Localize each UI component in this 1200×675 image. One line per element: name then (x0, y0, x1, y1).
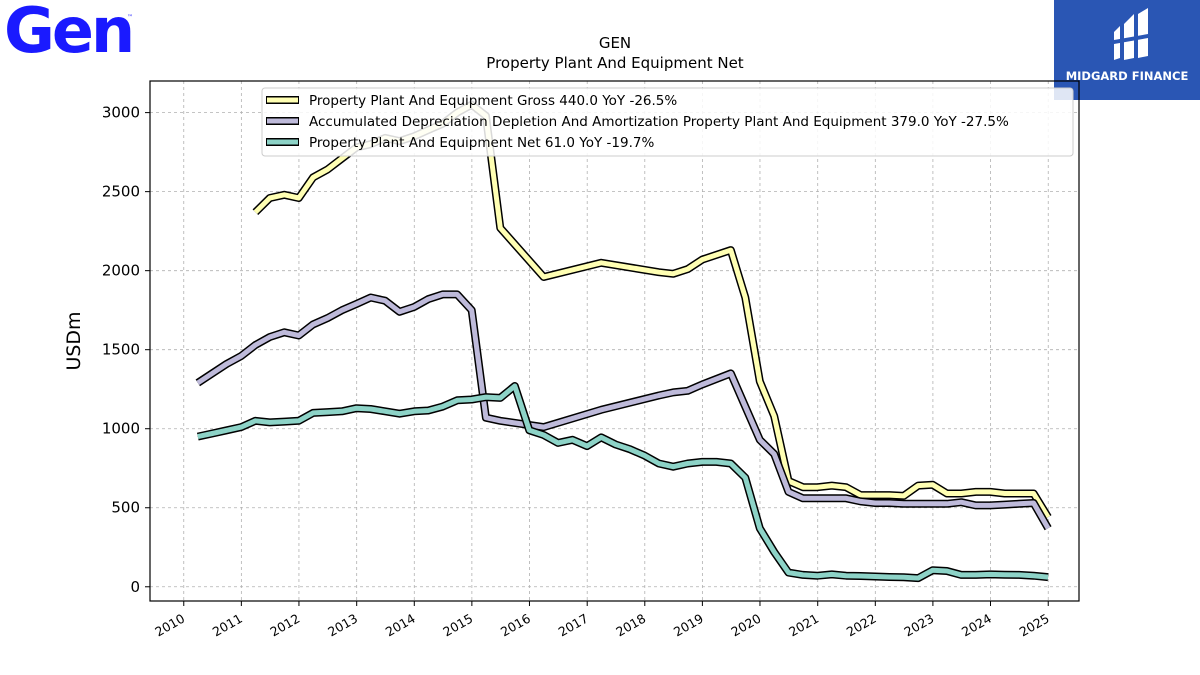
y-tick-label: 500 (111, 499, 140, 517)
x-tick-label: 2010 (152, 611, 187, 640)
series (195, 100, 1052, 583)
x-tick-label: 2024 (959, 611, 994, 640)
x-tick-label: 2023 (901, 611, 936, 640)
y-axis-label: USDm (63, 311, 85, 370)
x-tick-label: 2014 (383, 611, 418, 640)
x-tick-label: 2020 (728, 611, 763, 640)
series-line-1 (196, 291, 1051, 530)
partner-name: MIDGARD FINANCE (1065, 69, 1189, 83)
x-tick-label: 2011 (210, 611, 245, 640)
y-tick-label: 1000 (102, 420, 140, 438)
x-tick-label: 2021 (786, 611, 821, 640)
midgard-emblem-icon (1114, 8, 1148, 60)
y-tick-label: 2000 (102, 262, 140, 280)
trademark-mark: ™ (127, 14, 133, 21)
x-tick-label: 2013 (325, 611, 360, 640)
y-tick-label: 3000 (102, 104, 140, 122)
legend: Property Plant And Equipment Gross 440.0… (261, 87, 1074, 157)
legend-label: Property Plant And Equipment Net 61.0 Yo… (309, 135, 654, 151)
legend-label: Property Plant And Equipment Gross 440.0… (309, 93, 677, 109)
grid (150, 81, 1079, 601)
x-tick-label: 2018 (613, 611, 648, 640)
x-tick-label: 2025 (1017, 611, 1052, 640)
x-tick-label: 2012 (267, 611, 302, 640)
chart-subtitle: Property Plant And Equipment Net (486, 54, 743, 72)
x-tick-label: 2016 (498, 611, 533, 640)
midgard-finance-logo: MIDGARD FINANCE (1054, 0, 1200, 100)
gen-logo: Gen (4, 0, 135, 67)
x-tick-label: 2015 (440, 611, 475, 640)
x-tick-label: 2022 (844, 611, 879, 640)
y-tick-label: 1500 (102, 341, 140, 359)
plot-area-frame (149, 80, 1080, 602)
axes: 0 500 1000 1500 2000 2500 3000 2010 2011 2012 2013… (102, 104, 1052, 640)
x-tick-label: 2019 (671, 611, 706, 640)
legend-box (261, 87, 1074, 157)
legend-label: Accumulated Depreciation Depletion And A… (309, 114, 1009, 130)
chart-title: GEN (599, 34, 631, 52)
x-tick-label: 2017 (556, 611, 591, 640)
y-tick-label: 0 (130, 578, 140, 596)
y-tick-label: 2500 (102, 183, 140, 201)
series-line-2 (197, 383, 1049, 581)
